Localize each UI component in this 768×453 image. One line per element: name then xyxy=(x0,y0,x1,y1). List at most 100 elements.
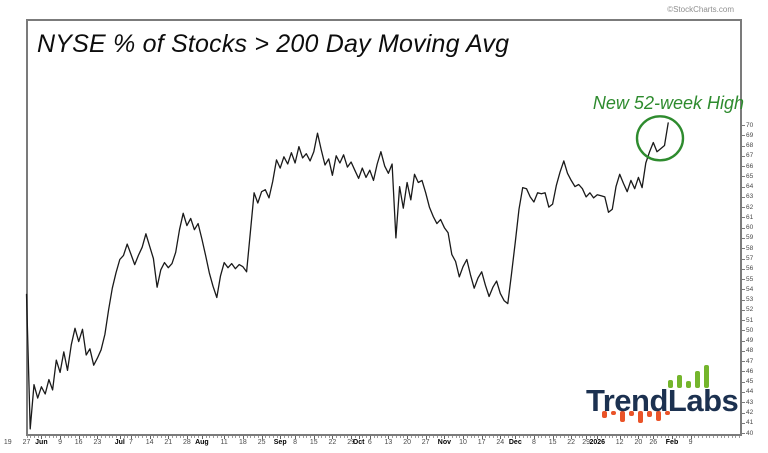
x-minor-tick xyxy=(403,436,405,438)
x-minor-tick xyxy=(231,436,233,438)
x-tick-label: 22 xyxy=(567,439,576,446)
y-tick xyxy=(742,402,745,404)
x-minor-tick xyxy=(123,436,125,438)
x-minor-tick xyxy=(235,436,237,438)
x-tick-label: 14 xyxy=(145,439,154,446)
x-tick-label: 9 xyxy=(688,439,693,446)
y-tick-label: 60 xyxy=(746,224,754,232)
x-minor-tick xyxy=(116,436,117,438)
x-minor-tick xyxy=(593,436,595,438)
y-tick-label: 55 xyxy=(746,275,754,283)
x-minor-tick xyxy=(89,436,91,438)
logo-bar xyxy=(677,375,682,388)
x-major-tick xyxy=(97,436,99,439)
logo-orange-bars-icon xyxy=(602,411,670,425)
x-minor-tick xyxy=(179,436,181,438)
y-tick xyxy=(742,371,745,373)
x-minor-tick xyxy=(560,436,561,438)
y-tick xyxy=(742,361,745,363)
x-major-tick xyxy=(351,436,353,439)
y-tick xyxy=(742,299,745,301)
x-tick-label: 13 xyxy=(384,439,393,446)
x-minor-tick xyxy=(563,436,565,438)
x-tick-label: 11 xyxy=(220,439,228,446)
x-tick-label: 19 xyxy=(3,439,12,446)
x-minor-tick xyxy=(492,436,494,438)
y-tick-label: 63 xyxy=(746,193,754,201)
x-minor-tick xyxy=(522,436,524,438)
x-minor-tick xyxy=(474,436,476,438)
x-tick-label: Jun xyxy=(35,439,48,446)
x-minor-tick xyxy=(239,436,241,438)
x-minor-tick xyxy=(448,436,450,438)
x-tick-label: 23 xyxy=(93,439,102,446)
x-tick-label: 12 xyxy=(615,439,624,446)
x-major-tick xyxy=(358,436,360,439)
x-major-tick xyxy=(186,436,188,439)
y-tick-label: 41 xyxy=(746,419,754,427)
y-tick xyxy=(742,207,745,209)
x-minor-tick xyxy=(257,436,259,438)
x-minor-tick xyxy=(511,436,513,438)
x-minor-tick xyxy=(291,436,293,438)
x-minor-tick xyxy=(418,436,420,438)
y-tick xyxy=(742,176,745,178)
x-major-tick xyxy=(481,436,483,439)
x-minor-tick xyxy=(328,436,330,438)
y-tick-label: 64 xyxy=(746,183,754,191)
x-minor-tick xyxy=(429,436,431,438)
x-minor-tick xyxy=(26,436,28,438)
x-minor-tick xyxy=(321,436,323,438)
x-minor-tick xyxy=(485,436,487,438)
x-tick-label: 24 xyxy=(496,439,505,446)
y-tick xyxy=(742,186,745,188)
x-minor-tick xyxy=(459,436,461,438)
x-minor-tick xyxy=(455,436,457,438)
x-minor-tick xyxy=(657,436,658,438)
y-tick-label: 59 xyxy=(746,234,754,242)
x-minor-tick xyxy=(683,436,685,438)
x-minor-tick xyxy=(451,436,453,438)
x-minor-tick xyxy=(392,436,394,438)
x-tick-label: 8 xyxy=(293,439,298,446)
stockcharts-copyright: ©StockCharts.com xyxy=(667,5,734,14)
x-minor-tick xyxy=(67,436,69,438)
x-major-tick xyxy=(313,436,315,439)
x-minor-tick xyxy=(410,436,412,438)
x-major-tick xyxy=(149,436,151,439)
y-tick-label: 48 xyxy=(746,347,754,355)
x-minor-tick xyxy=(589,436,591,438)
y-tick xyxy=(742,227,745,229)
x-minor-tick xyxy=(660,436,662,438)
x-minor-tick xyxy=(548,436,550,438)
logo-bar xyxy=(602,411,607,418)
x-minor-tick xyxy=(48,436,50,438)
trendlabs-logo: TrendLabs xyxy=(584,356,754,431)
y-tick-label: 65 xyxy=(746,172,754,180)
x-minor-tick xyxy=(642,436,644,438)
x-minor-tick xyxy=(145,436,147,438)
x-major-tick xyxy=(638,436,640,439)
x-minor-tick xyxy=(254,436,256,438)
x-minor-tick xyxy=(675,436,677,438)
x-minor-tick xyxy=(101,436,103,438)
x-minor-tick xyxy=(362,436,364,438)
x-minor-tick xyxy=(287,436,289,438)
x-minor-tick xyxy=(414,436,416,438)
x-minor-tick xyxy=(556,436,558,438)
x-minor-tick xyxy=(373,436,375,438)
x-major-tick xyxy=(407,436,409,439)
x-minor-tick xyxy=(384,436,386,438)
x-major-tick xyxy=(261,436,263,439)
x-minor-tick xyxy=(306,436,308,438)
x-minor-tick xyxy=(433,436,435,438)
y-tick xyxy=(742,330,745,332)
x-major-tick xyxy=(131,436,132,439)
y-tick xyxy=(742,196,745,198)
x-minor-tick xyxy=(399,436,401,438)
x-tick-label: 2026 xyxy=(589,439,606,446)
x-minor-tick xyxy=(489,436,491,438)
x-minor-tick xyxy=(93,436,95,438)
x-minor-tick xyxy=(134,436,136,438)
